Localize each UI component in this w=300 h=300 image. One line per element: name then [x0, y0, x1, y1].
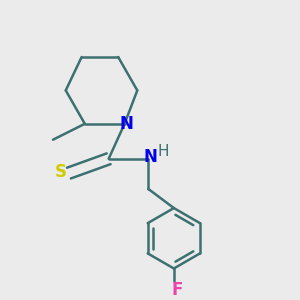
- Text: N: N: [143, 148, 157, 166]
- Text: H: H: [158, 144, 170, 159]
- Text: N: N: [119, 115, 133, 133]
- Text: S: S: [55, 163, 67, 181]
- Text: F: F: [171, 281, 183, 299]
